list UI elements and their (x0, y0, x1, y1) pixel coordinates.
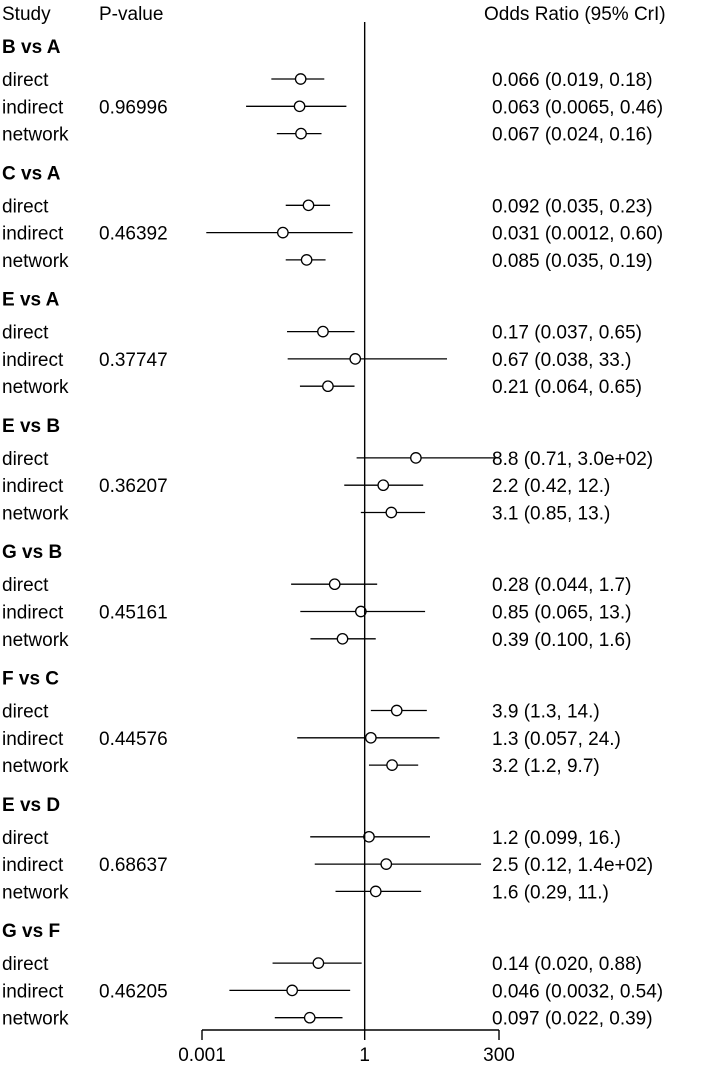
odds-ratio-ci-label: 0.17 (0.037, 0.65) (492, 323, 642, 344)
pvalue-column-header: P-value (99, 4, 163, 25)
point-estimate (294, 73, 307, 85)
point-estimate (385, 506, 398, 519)
odds-ratio-ci-label: 0.14 (0.020, 0.88) (492, 954, 642, 975)
row-label: direct (2, 323, 49, 344)
point-estimate (349, 353, 362, 365)
row-label: indirect (2, 476, 64, 497)
point-estimate (303, 1011, 316, 1024)
row-label: direct (2, 449, 49, 470)
point-estimate (293, 100, 306, 113)
row-label: network (2, 504, 69, 525)
point-estimate (312, 957, 325, 969)
p-value: 0.68637 (99, 855, 168, 876)
comparison-title: G vs B (2, 542, 62, 563)
point-estimate (386, 759, 398, 771)
row-label: direct (2, 575, 49, 596)
row-label: indirect (2, 224, 64, 245)
row-label: direct (2, 70, 49, 91)
p-value: 0.46392 (99, 224, 168, 245)
x-tick-label: 0.001 (178, 1045, 226, 1066)
row-label: indirect (2, 981, 64, 1002)
p-value: 0.96996 (99, 97, 168, 118)
point-estimate (380, 858, 393, 870)
comparison-title: G vs F (2, 921, 60, 942)
p-value: 0.46205 (99, 981, 168, 1002)
point-estimate (390, 704, 403, 717)
comparison-title: B vs A (2, 37, 61, 58)
odds-ratio-ci-label: 0.067 (0.024, 0.16) (492, 125, 653, 146)
odds-ratio-column-header: Odds Ratio (95% CrI) (484, 4, 666, 25)
p-value: 0.45161 (99, 603, 168, 624)
point-estimate (300, 254, 313, 266)
odds-ratio-ci-label: 0.28 (0.044, 1.7) (492, 575, 631, 596)
row-label: network (2, 125, 69, 146)
p-value: 0.36207 (99, 476, 168, 497)
odds-ratio-ci-label: 0.085 (0.035, 0.19) (492, 251, 653, 272)
odds-ratio-ci-label: 1.2 (0.099, 16.) (492, 828, 621, 849)
row-label: indirect (2, 855, 64, 876)
odds-ratio-ci-label: 0.031 (0.0012, 0.60) (492, 224, 663, 245)
row-label: indirect (2, 97, 64, 118)
row-label: direct (2, 702, 49, 723)
odds-ratio-ci-label: 0.21 (0.064, 0.65) (492, 377, 642, 398)
point-estimate (354, 605, 367, 618)
point-estimate (295, 127, 307, 140)
odds-ratio-ci-label: 2.5 (0.12, 1.4e+02) (492, 855, 653, 876)
odds-ratio-ci-label: 1.6 (0.29, 11.) (492, 882, 609, 903)
odds-ratio-ci-label: 0.046 (0.0032, 0.54) (492, 981, 663, 1002)
study-column-header: Study (2, 4, 51, 25)
row-label: network (2, 1009, 69, 1030)
point-estimate (410, 452, 422, 464)
x-tick-label: 1 (359, 1045, 370, 1066)
row-label: direct (2, 828, 49, 849)
p-value: 0.44576 (99, 729, 168, 750)
odds-ratio-ci-label: 0.85 (0.065, 13.) (492, 603, 631, 624)
point-estimate (286, 984, 299, 997)
row-label: network (2, 756, 69, 777)
point-estimate (328, 578, 341, 591)
comparison-title: E vs D (2, 795, 60, 816)
odds-ratio-ci-label: 0.39 (0.100, 1.6) (492, 630, 631, 651)
point-estimate (317, 325, 329, 338)
odds-ratio-ci-label: 3.1 (0.85, 13.) (492, 504, 610, 525)
point-estimate (377, 479, 390, 492)
row-label: network (2, 882, 69, 903)
point-estimate (322, 380, 334, 393)
odds-ratio-ci-label: 0.066 (0.019, 0.18) (492, 70, 653, 91)
row-label: network (2, 377, 69, 398)
point-estimate (277, 226, 289, 239)
row-label: indirect (2, 350, 64, 371)
comparison-title: E vs A (2, 290, 60, 311)
point-estimate (365, 731, 377, 744)
row-label: indirect (2, 729, 64, 750)
comparison-title: E vs B (2, 416, 60, 437)
odds-ratio-ci-label: 8.8 (0.71, 3.0e+02) (492, 449, 653, 470)
row-label: network (2, 630, 69, 651)
odds-ratio-ci-label: 0.063 (0.0065, 0.46) (492, 97, 663, 118)
point-estimate (369, 885, 382, 898)
odds-ratio-ci-label: 0.092 (0.035, 0.23) (492, 196, 653, 217)
odds-ratio-ci-label: 3.2 (1.2, 9.7) (492, 756, 600, 777)
odds-ratio-ci-label: 0.097 (0.022, 0.39) (492, 1009, 653, 1030)
forest-rows: B vs A direct 0.066 (0.019, 0.18) indirect 0… (2, 37, 663, 1030)
row-label: direct (2, 196, 49, 217)
p-value: 0.37747 (99, 350, 168, 371)
odds-ratio-ci-label: 0.67 (0.038, 33.) (492, 350, 631, 371)
point-estimate (363, 830, 375, 843)
row-label: direct (2, 954, 49, 975)
row-label: indirect (2, 603, 64, 624)
x-tick-label: 300 (483, 1045, 515, 1066)
odds-ratio-ci-label: 1.3 (0.057, 24.) (492, 729, 621, 750)
x-axis: 0.001 1 300 (178, 22, 515, 1066)
row-label: network (2, 251, 69, 272)
comparison-title: F vs C (2, 669, 59, 690)
odds-ratio-ci-label: 3.9 (1.3, 14.) (492, 702, 600, 723)
comparison-title: C vs A (2, 163, 61, 184)
point-estimate (302, 199, 315, 212)
point-estimate (336, 632, 349, 645)
odds-ratio-ci-label: 2.2 (0.42, 12.) (492, 476, 610, 497)
